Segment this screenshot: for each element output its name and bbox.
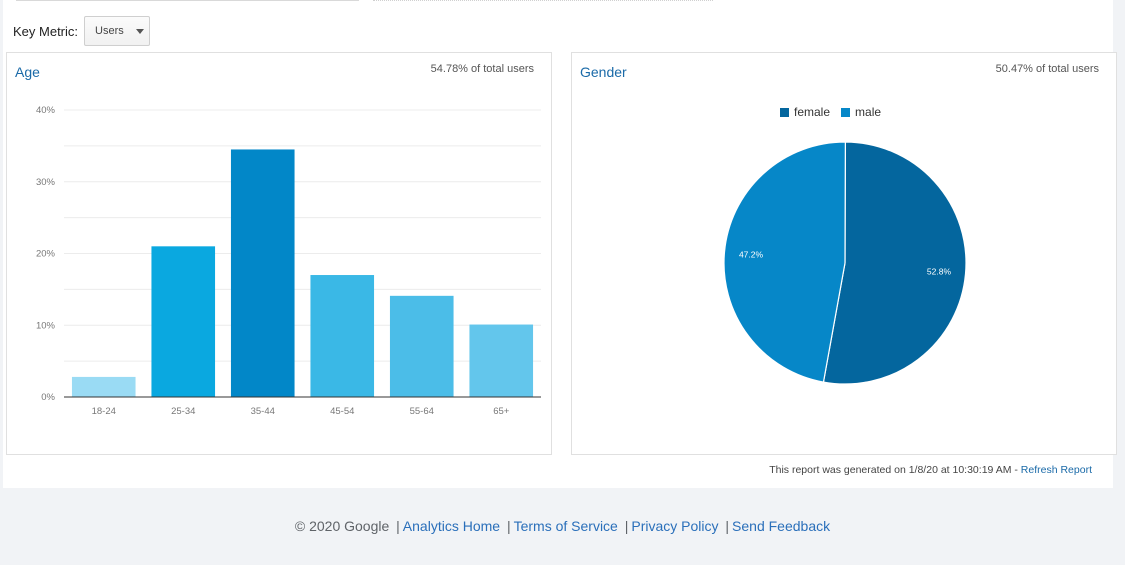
send-feedback-link[interactable]: Send Feedback — [732, 518, 831, 534]
legend-label-female: female — [794, 105, 831, 119]
key-metric-value: Users — [95, 25, 124, 37]
age-title: Age — [15, 64, 40, 80]
bar-35-44[interactable] — [230, 149, 295, 397]
gender-subtitle: 50.47% of total users — [995, 63, 1099, 75]
legend-label-male: male — [855, 105, 882, 119]
x-tick-label: 25-34 — [171, 406, 195, 417]
y-tick-label: 20% — [36, 249, 56, 260]
y-tick-label: 30% — [36, 177, 56, 188]
y-tick-label: 40% — [36, 105, 56, 116]
x-tick-label: 55-64 — [410, 406, 434, 417]
legend-item-male: male — [841, 105, 881, 119]
legend-swatch-male — [841, 107, 851, 117]
bar-55-64[interactable] — [389, 295, 454, 397]
y-tick-label: 10% — [36, 320, 56, 331]
bar-18-24[interactable] — [71, 376, 136, 397]
age-bar-chart: 0% 10% 20% 30% 40% 18-24 25-34 35-44 45-54 55-64 6… — [36, 105, 541, 417]
divider — [373, 0, 713, 1]
footer-separator: | — [725, 518, 730, 534]
gender-title: Gender — [580, 64, 627, 80]
footer-separator: | — [506, 518, 511, 534]
gender-panel: Gender 50.47% of total users female male… — [571, 52, 1117, 455]
generated-text: This report was generated on 1/8/20 at 1… — [769, 464, 1021, 476]
footer-copyright: © 2020 Google — [294, 518, 390, 534]
legend-swatch-female — [780, 107, 789, 117]
age-panel: Age 54.78% of total users 0% 10% 20% 30% 40%… — [6, 52, 552, 455]
x-tick-label: 18-24 — [92, 406, 116, 417]
bar-25-34[interactable] — [151, 246, 216, 397]
y-tick-label: 0% — [41, 392, 55, 403]
x-tick-label: 65+ — [493, 406, 510, 417]
x-tick-label: 35-44 — [251, 406, 275, 417]
analytics-home-link[interactable]: Analytics Home — [402, 518, 501, 534]
footer-separator: | — [624, 518, 629, 534]
gender-pie-chart: 52.8% 47.2% — [723, 141, 967, 385]
pie-slice-female[interactable] — [822, 141, 967, 385]
report-card: Key Metric: Users Age 54.78% of total us… — [3, 0, 1117, 488]
key-metric-dropdown[interactable]: Users — [84, 16, 151, 46]
pie-label-female: 52.8% — [927, 267, 952, 277]
x-tick-label: 45-54 — [330, 406, 354, 417]
caret-down-icon — [135, 28, 144, 34]
pie-label-male: 47.2% — [739, 249, 764, 259]
key-metric-label: Key Metric: — [13, 23, 79, 39]
privacy-policy-link[interactable]: Privacy Policy — [631, 518, 719, 534]
legend-item-female: female — [780, 105, 830, 119]
key-metric-control: Key Metric: Users — [13, 16, 151, 46]
footer-separator: | — [396, 518, 400, 534]
footer: © 2020 Google | Analytics Home | Terms of … — [0, 518, 1125, 534]
gender-legend: female male — [780, 105, 892, 119]
bar-45-54[interactable] — [310, 275, 375, 397]
report-generated-note: This report was generated on 1/8/20 at 1… — [769, 464, 1092, 476]
bar-65+[interactable] — [469, 324, 534, 397]
age-subtitle: 54.78% of total users — [430, 63, 534, 75]
refresh-report-link[interactable]: Refresh Report — [1020, 464, 1092, 476]
divider — [16, 0, 359, 1]
pie-slice-male[interactable] — [723, 141, 846, 383]
terms-of-service-link[interactable]: Terms of Service — [513, 518, 618, 534]
